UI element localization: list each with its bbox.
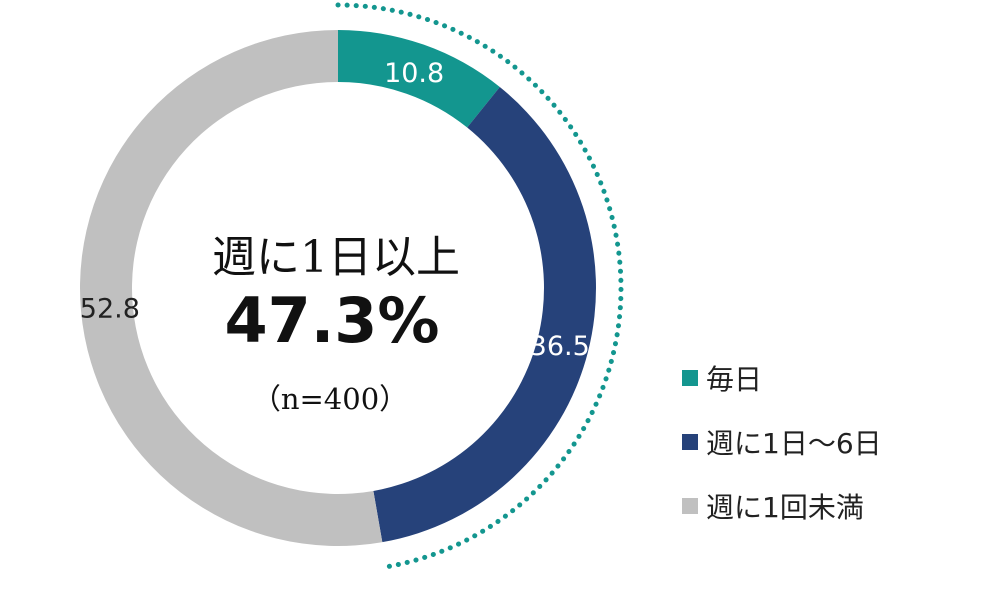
legend-swatch-3 [682, 498, 698, 514]
slice-labels: 10.8 36.5 52.8 [80, 58, 590, 362]
highlight-dotted-arc [335, 2, 624, 570]
center-title: 週に1日以上 [212, 232, 460, 283]
donut-slices [79, 30, 596, 546]
slice-value-label-2: 36.5 [530, 331, 590, 362]
legend-label-3: 週に1回未満 [706, 491, 864, 524]
slice-3 [79, 30, 383, 546]
slice-value-label-1: 10.8 [384, 58, 444, 89]
sample-size: （n=400） [252, 382, 408, 416]
slice-value-label-3: 52.8 [80, 294, 140, 325]
legend-label-2: 週に1日～6日 [706, 427, 882, 460]
legend-label-1: 毎日 [706, 363, 762, 396]
center-percentage: 47.3% [224, 284, 439, 357]
legend-swatch-2 [682, 434, 698, 450]
slice-1 [338, 30, 500, 128]
slice-2 [373, 87, 596, 543]
legend-swatch-1 [682, 370, 698, 386]
